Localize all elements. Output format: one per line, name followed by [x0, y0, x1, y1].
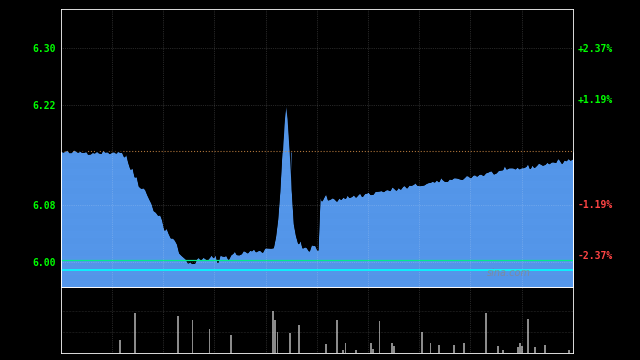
Bar — [421, 332, 423, 353]
Bar — [289, 333, 291, 353]
Bar — [272, 311, 274, 353]
Bar — [209, 329, 211, 353]
Bar — [177, 316, 179, 353]
Bar — [391, 343, 393, 353]
Bar — [429, 343, 431, 353]
Bar — [61, 169, 573, 174]
Bar — [394, 346, 396, 353]
Bar — [61, 269, 573, 274]
Bar — [370, 343, 372, 353]
Bar — [276, 332, 278, 353]
Bar — [516, 347, 518, 353]
Bar — [61, 194, 573, 199]
Bar — [61, 231, 573, 237]
Bar — [61, 256, 573, 262]
Bar — [527, 319, 529, 353]
Bar — [355, 350, 357, 353]
Bar — [61, 156, 573, 162]
Bar — [275, 320, 276, 353]
Bar — [342, 350, 344, 353]
Bar — [497, 346, 499, 353]
Bar — [298, 324, 300, 353]
Bar — [61, 152, 573, 287]
Bar — [519, 342, 521, 353]
Bar — [544, 345, 546, 353]
Bar — [61, 206, 573, 212]
Bar — [134, 312, 136, 353]
Bar — [502, 350, 504, 353]
Bar — [61, 181, 573, 187]
Bar — [336, 320, 338, 353]
Bar — [378, 321, 380, 353]
Bar — [325, 344, 327, 353]
Bar — [484, 313, 486, 353]
Bar — [61, 219, 573, 224]
Bar — [438, 345, 440, 353]
Bar — [521, 346, 523, 353]
Bar — [463, 343, 465, 353]
Bar — [191, 320, 193, 353]
Text: sina.com: sina.com — [487, 268, 531, 278]
Bar — [119, 340, 121, 353]
Bar — [61, 281, 573, 287]
Bar — [230, 336, 232, 353]
Bar — [61, 244, 573, 249]
Bar — [372, 349, 374, 353]
Bar — [534, 347, 536, 353]
Bar — [344, 343, 346, 353]
Bar — [453, 345, 455, 353]
Bar — [568, 350, 570, 353]
